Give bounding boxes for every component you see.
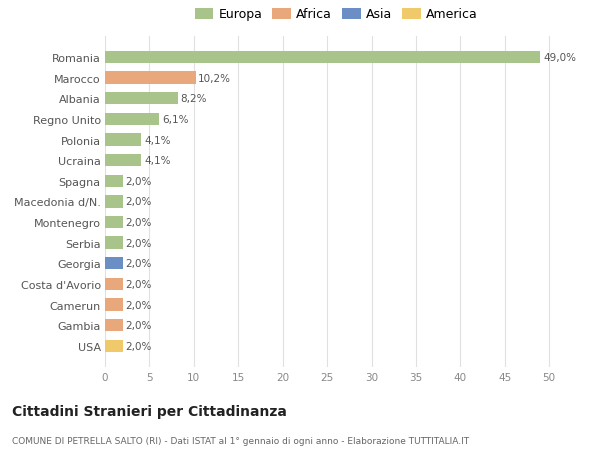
Bar bbox=[105, 134, 142, 146]
Bar bbox=[105, 113, 159, 126]
Bar bbox=[105, 216, 123, 229]
Bar bbox=[105, 155, 142, 167]
Text: 2,0%: 2,0% bbox=[125, 300, 152, 310]
Text: 49,0%: 49,0% bbox=[543, 53, 576, 63]
Text: 4,1%: 4,1% bbox=[144, 135, 170, 145]
Text: 8,2%: 8,2% bbox=[181, 94, 207, 104]
Bar bbox=[105, 93, 178, 105]
Bar bbox=[105, 175, 123, 188]
Bar bbox=[105, 237, 123, 249]
Bar bbox=[105, 319, 123, 331]
Text: 2,0%: 2,0% bbox=[125, 320, 152, 330]
Bar bbox=[105, 257, 123, 270]
Bar bbox=[105, 278, 123, 291]
Text: 2,0%: 2,0% bbox=[125, 341, 152, 351]
Text: Cittadini Stranieri per Cittadinanza: Cittadini Stranieri per Cittadinanza bbox=[12, 404, 287, 418]
Text: 6,1%: 6,1% bbox=[162, 115, 188, 125]
Text: 2,0%: 2,0% bbox=[125, 197, 152, 207]
Text: 2,0%: 2,0% bbox=[125, 259, 152, 269]
Text: 4,1%: 4,1% bbox=[144, 156, 170, 166]
Legend: Europa, Africa, Asia, America: Europa, Africa, Asia, America bbox=[192, 6, 480, 24]
Bar bbox=[105, 73, 196, 84]
Text: 2,0%: 2,0% bbox=[125, 176, 152, 186]
Bar bbox=[105, 196, 123, 208]
Text: 2,0%: 2,0% bbox=[125, 238, 152, 248]
Bar bbox=[105, 52, 541, 64]
Text: 2,0%: 2,0% bbox=[125, 279, 152, 289]
Bar bbox=[105, 340, 123, 352]
Bar bbox=[105, 299, 123, 311]
Text: 2,0%: 2,0% bbox=[125, 218, 152, 228]
Text: 10,2%: 10,2% bbox=[198, 73, 231, 84]
Text: COMUNE DI PETRELLA SALTO (RI) - Dati ISTAT al 1° gennaio di ogni anno - Elaboraz: COMUNE DI PETRELLA SALTO (RI) - Dati IST… bbox=[12, 436, 469, 445]
